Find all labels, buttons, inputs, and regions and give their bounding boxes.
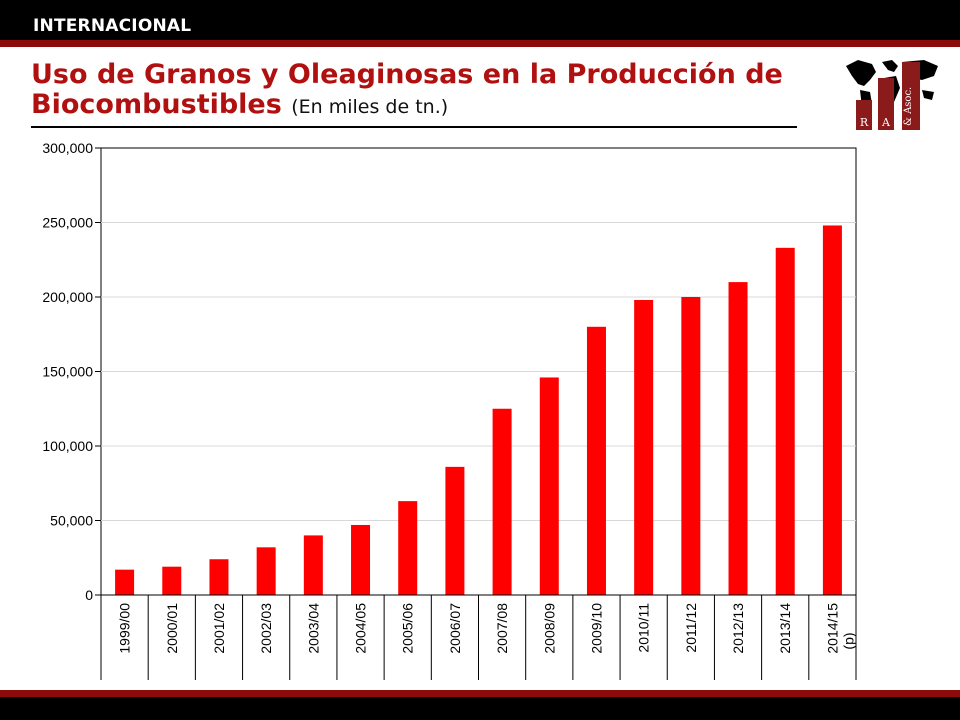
chart-subtitle: (En miles de tn.) [291,96,449,118]
title-divider [31,126,797,128]
x-tick-label: 2013/14 [777,603,793,654]
bar [728,282,748,595]
bar [586,326,606,595]
y-tick-label: 50,000 [50,513,93,529]
chart-title: Uso de Granos y Oleaginosas en la Produc… [31,59,783,120]
section-label: INTERNACIONAL [33,16,192,36]
bar [115,569,135,595]
svg-text:2009/10: 2009/10 [588,603,604,654]
bar [775,247,795,595]
svg-text:2006/07: 2006/07 [447,603,463,654]
bar [539,377,559,595]
x-tick-label: 2006/07 [447,603,463,654]
bar [303,535,323,595]
y-tick-label: 0 [85,587,93,603]
x-tick-label: 2010/11 [636,603,652,653]
x-tick-label: 2001/02 [211,603,227,654]
logo-asoc-text: & Asoc. [903,87,914,126]
svg-text:1999/00: 1999/00 [117,603,133,654]
slide-title: Uso de Granos y Oleaginosas en la Produc… [31,60,811,122]
logo-letter-r: R [860,116,869,129]
x-tick-label: 2002/03 [258,603,274,654]
x-tick-label: 2008/09 [541,603,557,654]
y-tick-label: 100,000 [42,438,93,454]
x-tick-label: 2009/10 [588,603,604,654]
y-tick-label: 300,000 [42,140,93,156]
x-tick-label: 2014/15 (p) [824,603,856,654]
svg-text:2007/08: 2007/08 [494,603,510,654]
bar [162,566,182,595]
footer-accent-line [0,690,960,697]
y-tick-label: 150,000 [42,364,93,380]
x-tick-label: 1999/00 [117,603,133,654]
svg-text:2001/02: 2001/02 [211,603,227,654]
x-tick-label: 2007/08 [494,603,510,654]
x-tick-label: 2012/13 [730,603,746,654]
bar [634,299,654,595]
x-tick-label: 2005/06 [400,603,416,654]
bar [492,408,512,595]
header-accent-line [0,40,960,47]
bar [445,466,465,595]
y-tick-label: 250,000 [42,215,93,231]
svg-text:2014/15: 2014/15 [824,603,840,654]
y-tick-label: 200,000 [42,289,93,305]
logo-letter-a: A [881,116,891,129]
bar [256,547,276,595]
bar [398,501,418,595]
svg-text:(p): (p) [840,632,856,649]
bar [681,297,701,595]
bar [209,559,229,595]
x-tick-label: 2011/12 [683,603,699,653]
svg-text:2005/06: 2005/06 [400,603,416,654]
svg-text:2012/13: 2012/13 [730,603,746,654]
svg-text:2003/04: 2003/04 [305,603,321,654]
svg-text:2011/12: 2011/12 [683,603,699,653]
footer-bar [0,697,960,720]
svg-text:2010/11: 2010/11 [636,603,652,653]
x-tick-label: 2003/04 [305,603,321,654]
company-logo: R A & Asoc. [846,60,938,130]
bar [822,225,842,596]
bar [351,524,371,595]
svg-text:2013/14: 2013/14 [777,603,793,654]
svg-text:2000/01: 2000/01 [164,603,180,654]
svg-text:2004/05: 2004/05 [353,603,369,654]
x-tick-label: 2000/01 [164,603,180,654]
x-tick-label: 2004/05 [353,603,369,654]
svg-text:2002/03: 2002/03 [258,603,274,654]
header-bar: INTERNACIONAL [0,0,960,40]
svg-text:2008/09: 2008/09 [541,603,557,654]
